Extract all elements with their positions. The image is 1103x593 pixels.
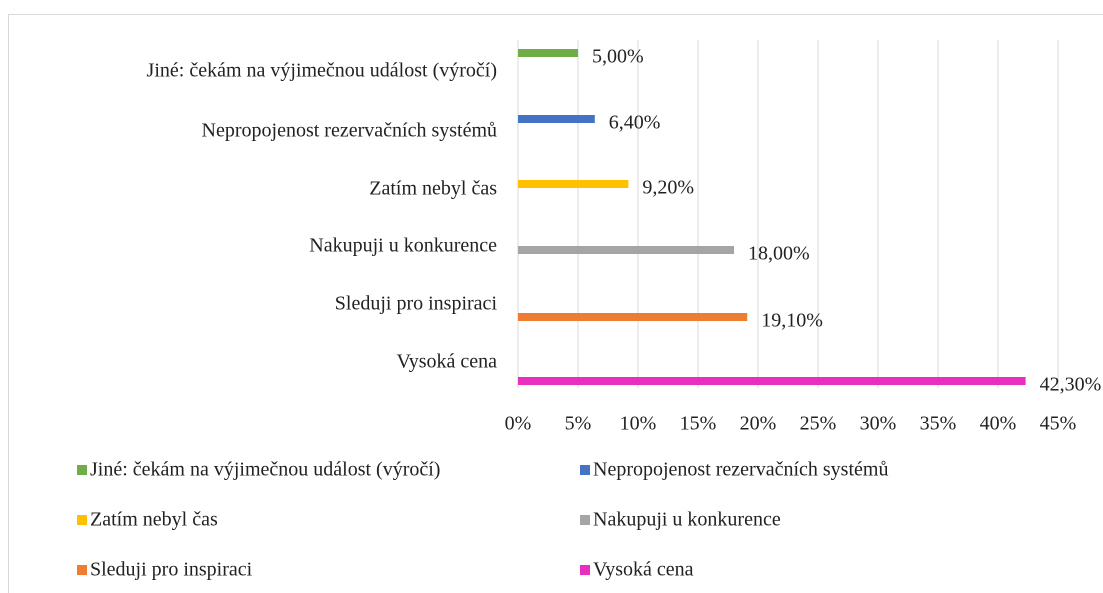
x-tick-label: 15% (680, 413, 717, 435)
legend-swatch (580, 465, 590, 475)
value-label: 9,20% (642, 177, 694, 199)
x-tick-label: 40% (980, 413, 1017, 435)
legend-swatch (580, 515, 590, 525)
legend-label: Nakupuji u konkurence (593, 509, 781, 531)
x-tick-label: 5% (565, 413, 592, 435)
legend-swatch (77, 565, 87, 575)
x-tick-label: 10% (620, 413, 657, 435)
legend-label: Vysoká cena (593, 559, 694, 581)
bar (518, 377, 1026, 385)
bar (518, 313, 748, 321)
x-tick-label: 35% (920, 413, 957, 435)
x-tick-label: 0% (505, 413, 532, 435)
y-tick-label: Zatím nebyl čas (369, 178, 497, 200)
value-label: 6,40% (609, 112, 661, 134)
bar (518, 115, 595, 123)
legend-swatch (77, 515, 87, 525)
x-tick-label: 45% (1040, 413, 1077, 435)
value-label: 19,10% (761, 310, 823, 332)
legend-label: Zatím nebyl čas (90, 509, 218, 531)
x-tick-label: 20% (740, 413, 777, 435)
bar (518, 246, 734, 254)
legend-label: Sleduji pro inspiraci (90, 559, 253, 581)
bar (518, 180, 629, 188)
legend-swatch (77, 465, 87, 475)
value-label: 5,00% (592, 46, 644, 68)
legend-label: Jiné: čekám na výjimečnou událost (výroč… (90, 459, 440, 481)
y-tick-label: Vysoká cena (396, 351, 497, 373)
y-tick-label: Nakupuji u konkurence (309, 235, 497, 257)
y-tick-label: Nepropojenost rezervačních systémů (202, 120, 497, 142)
value-label: 42,30% (1040, 374, 1102, 396)
legend-swatch (580, 565, 590, 575)
y-tick-label: Sleduji pro inspiraci (335, 293, 498, 315)
legend-label: Nepropojenost rezervačních systémů (593, 459, 888, 481)
chart-frame (8, 14, 1103, 593)
bar (518, 49, 578, 57)
y-tick-label: Jiné: čekám na výjimečnou událost (výroč… (147, 60, 497, 82)
value-label: 18,00% (748, 243, 810, 265)
x-tick-label: 30% (860, 413, 897, 435)
x-tick-label: 25% (800, 413, 837, 435)
